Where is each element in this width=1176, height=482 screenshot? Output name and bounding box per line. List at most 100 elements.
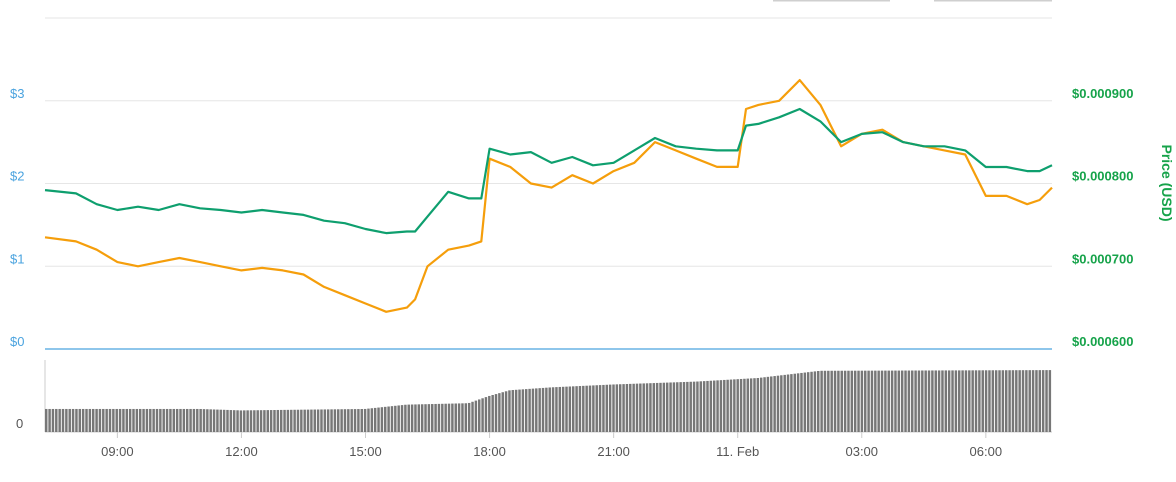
volume-bar bbox=[759, 377, 763, 432]
volume-bar bbox=[484, 397, 488, 432]
volume-bar bbox=[827, 370, 830, 432]
volume-bar bbox=[333, 409, 337, 432]
volume-bar bbox=[202, 409, 206, 432]
volume-bar bbox=[249, 410, 253, 432]
volume-bar bbox=[739, 378, 743, 432]
volume-bar bbox=[192, 408, 196, 432]
volume-bar bbox=[343, 409, 347, 432]
volume-bar bbox=[934, 370, 937, 432]
volume-bar bbox=[575, 386, 578, 432]
volume-bar bbox=[880, 370, 884, 432]
volume-bar bbox=[420, 404, 424, 432]
volume-bar bbox=[709, 380, 713, 432]
volume-bar bbox=[555, 387, 558, 432]
right-tick-label: $0.000600 bbox=[1072, 334, 1133, 349]
volume-bar bbox=[447, 403, 451, 432]
volume-bar bbox=[511, 390, 515, 432]
volume-bar bbox=[239, 410, 243, 432]
volume-bar bbox=[595, 385, 598, 432]
volume-bar bbox=[498, 393, 501, 432]
volume-bar bbox=[279, 409, 283, 432]
volume-bar bbox=[1041, 370, 1045, 432]
volume-bar bbox=[884, 370, 887, 432]
volume-bar bbox=[58, 408, 61, 432]
volume-bar bbox=[639, 383, 642, 432]
volume-bar bbox=[347, 409, 350, 432]
volume-bar bbox=[159, 408, 162, 432]
volume-bar bbox=[290, 409, 293, 432]
volume-bar bbox=[1035, 370, 1038, 432]
volume-bar bbox=[51, 408, 55, 432]
volume-bar bbox=[514, 389, 518, 432]
volume-bar bbox=[1011, 370, 1015, 432]
volume-bar bbox=[518, 389, 521, 432]
volume-bar bbox=[219, 409, 223, 432]
volume-bar bbox=[229, 410, 233, 432]
volume-bar bbox=[618, 384, 622, 432]
volume-bar bbox=[937, 370, 941, 432]
volume-bar bbox=[387, 406, 390, 432]
volume-bar bbox=[699, 381, 703, 432]
volume-bar bbox=[286, 409, 290, 432]
volume-bar bbox=[236, 410, 239, 432]
volume-bar bbox=[645, 383, 649, 432]
volume-bar bbox=[528, 388, 531, 432]
volume-bar bbox=[481, 398, 484, 432]
volume-bar bbox=[551, 387, 555, 432]
volume-bar bbox=[535, 388, 538, 432]
volume-bar bbox=[125, 408, 129, 432]
volume-bar bbox=[310, 409, 313, 432]
volume-bar bbox=[105, 408, 108, 432]
volume-bar bbox=[360, 409, 363, 432]
volume-bar bbox=[222, 409, 226, 432]
volume-tick-label: 0 bbox=[16, 416, 23, 431]
volume-bar bbox=[850, 370, 854, 432]
volume-bar bbox=[578, 386, 582, 432]
volume-bar bbox=[1005, 370, 1008, 432]
volume-bar bbox=[867, 370, 870, 432]
volume-bar bbox=[323, 409, 327, 432]
volume-bar bbox=[907, 370, 911, 432]
volume-bar bbox=[373, 407, 377, 432]
volume-bar bbox=[780, 375, 783, 432]
volume-bar bbox=[833, 370, 837, 432]
volume-bar bbox=[357, 409, 360, 432]
x-tick-label: 06:00 bbox=[970, 444, 1003, 459]
volume-bar bbox=[665, 382, 669, 432]
volume-bar bbox=[300, 409, 303, 432]
volume-bar bbox=[857, 370, 860, 432]
volume-bar bbox=[712, 380, 716, 432]
volume-bar bbox=[921, 370, 924, 432]
volume-bar bbox=[112, 408, 115, 432]
volume-bar bbox=[206, 409, 209, 432]
volume-bar bbox=[467, 402, 471, 432]
volume-bar bbox=[464, 403, 468, 432]
volume-bar bbox=[350, 409, 353, 432]
volume-bar bbox=[491, 395, 494, 432]
volume-bar bbox=[1048, 370, 1052, 432]
volume-bar bbox=[313, 409, 316, 432]
volume-bar bbox=[501, 392, 504, 432]
volume-bar bbox=[629, 383, 632, 432]
volume-bar bbox=[958, 370, 961, 432]
volume-bar bbox=[652, 383, 656, 432]
volume-bar bbox=[434, 403, 437, 432]
volume-bar bbox=[800, 372, 803, 432]
volume-bar bbox=[504, 391, 508, 432]
volume-bar bbox=[904, 370, 907, 432]
volume-bar bbox=[853, 370, 857, 432]
volume-bar bbox=[474, 400, 478, 432]
volume-bar bbox=[118, 408, 122, 432]
volume-bar bbox=[988, 370, 991, 432]
volume-bar bbox=[397, 405, 400, 432]
left-tick-label: $1 bbox=[10, 251, 24, 266]
volume-bar bbox=[870, 370, 874, 432]
volume-bar bbox=[669, 382, 672, 432]
volume-bar bbox=[122, 408, 125, 432]
volume-bar bbox=[682, 382, 686, 432]
volume-bar bbox=[172, 408, 176, 432]
volume-bar bbox=[353, 409, 357, 432]
volume-bar bbox=[85, 408, 88, 432]
volume-bar bbox=[296, 409, 300, 432]
